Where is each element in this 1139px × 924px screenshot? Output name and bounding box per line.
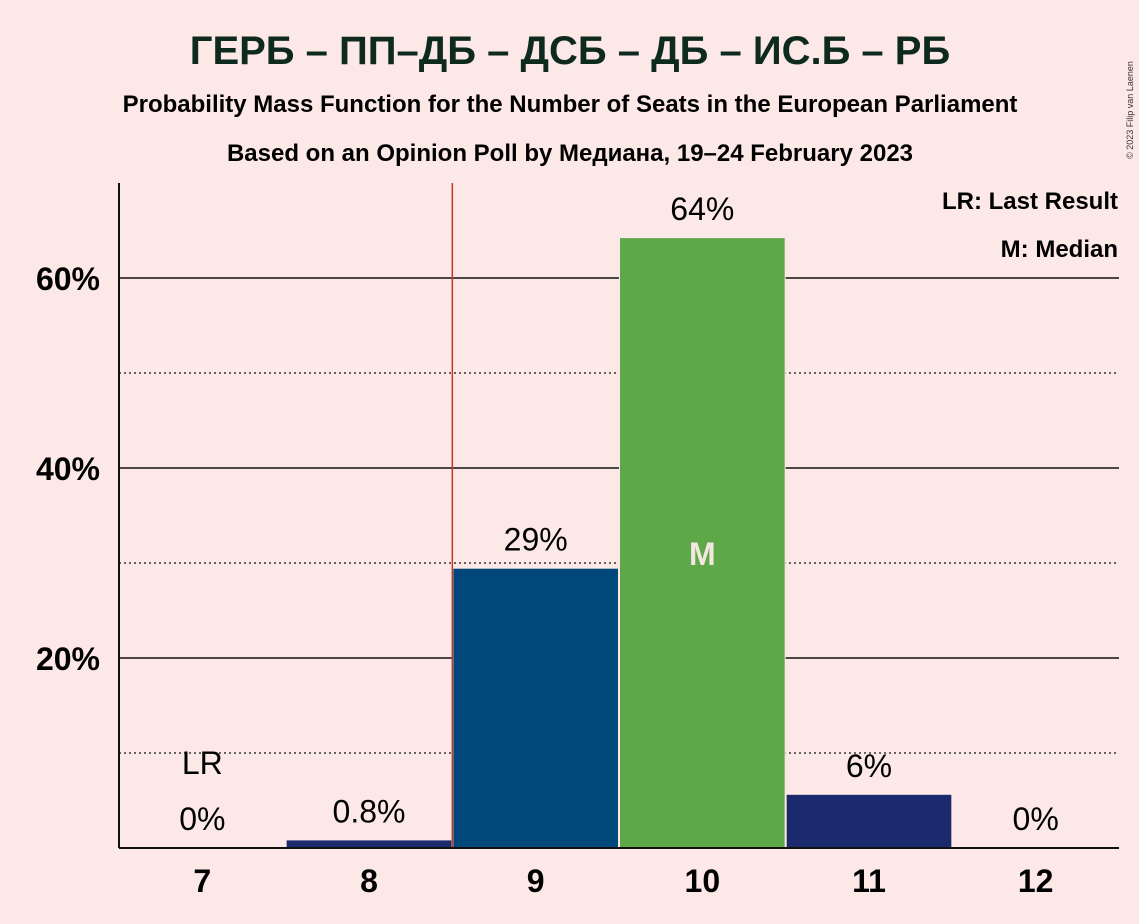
bar-9 bbox=[453, 568, 618, 848]
x-tick-label-10: 10 bbox=[685, 863, 721, 899]
value-label-12: 0% bbox=[1013, 801, 1059, 837]
bar-8 bbox=[286, 840, 452, 848]
y-tick-label-1: 40% bbox=[36, 451, 100, 487]
chart-subtitle-poll: Based on an Opinion Poll by Медиана, 19–… bbox=[227, 140, 913, 167]
y-tick-label-0: 20% bbox=[36, 641, 100, 677]
chart-title: ГЕРБ – ПП–ДБ – ДСБ – ДБ – ИС.Б – РБ bbox=[190, 29, 950, 73]
x-tick-label-12: 12 bbox=[1018, 863, 1054, 899]
x-tick-label-7: 7 bbox=[193, 863, 211, 899]
y-axis-ticks: 20% 40% 60% bbox=[36, 261, 100, 677]
legend-median: M: Median bbox=[1001, 236, 1118, 263]
x-tick-label-8: 8 bbox=[360, 863, 378, 899]
bars bbox=[285, 183, 953, 849]
x-axis-ticks: 7 8 9 10 11 12 bbox=[193, 863, 1053, 899]
bar-10 bbox=[620, 238, 785, 849]
value-labels: 0% 0.8% 29% 64% 6% 0% M LR bbox=[179, 191, 1059, 837]
last-result-marker: LR bbox=[182, 745, 223, 781]
y-tick-label-2: 60% bbox=[36, 261, 100, 297]
legend-last-result: LR: Last Result bbox=[942, 188, 1118, 215]
value-label-9: 29% bbox=[504, 522, 568, 558]
chart-subtitle: Probability Mass Function for the Number… bbox=[123, 91, 1018, 118]
value-label-8: 0.8% bbox=[333, 793, 406, 829]
x-tick-label-11: 11 bbox=[852, 863, 886, 899]
x-tick-label-9: 9 bbox=[527, 863, 545, 899]
value-label-11: 6% bbox=[846, 748, 892, 784]
bar-11 bbox=[786, 794, 952, 848]
value-label-10: 64% bbox=[670, 191, 734, 227]
median-marker: M bbox=[689, 536, 716, 572]
value-label-7: 0% bbox=[179, 801, 225, 837]
copyright-note: © 2023 Filip van Laenen bbox=[1125, 61, 1135, 159]
